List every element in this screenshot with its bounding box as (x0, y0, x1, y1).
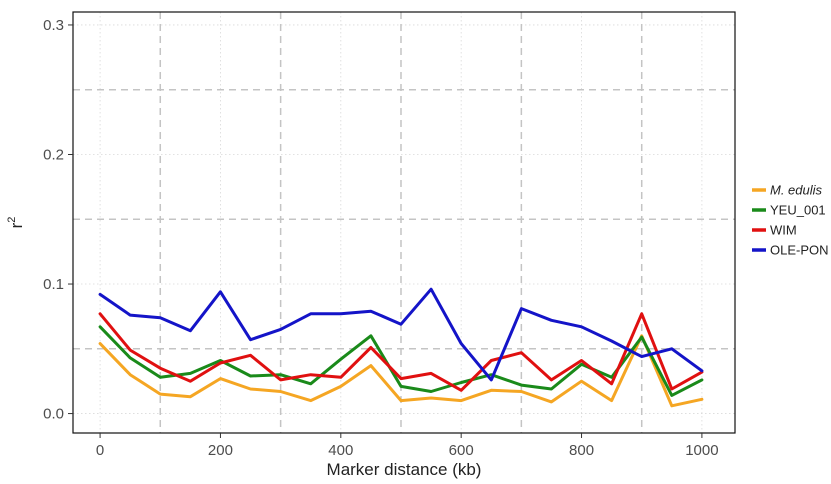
series-line-yeu-001 (98, 325, 704, 397)
legend-label-wim: WIM (770, 223, 797, 238)
y-axis-title-superscript: 2 (6, 217, 18, 223)
series-line-ole-pon (98, 287, 704, 382)
series-line-wim (98, 312, 704, 392)
legend-label-ole-pon: OLE-PON (770, 243, 829, 258)
y-tick-label: 0.2 (43, 146, 64, 163)
legend-label-yeu-001: YEU_001 (770, 203, 826, 218)
series-line-m-edulis (98, 334, 704, 408)
x-tick-label: 800 (569, 442, 594, 459)
y-axis-title: r2 (6, 217, 26, 229)
legend: M. edulis YEU_001 WIM OLE-PON (752, 183, 829, 258)
grid (73, 12, 735, 433)
y-axis-title-base: r (7, 222, 26, 228)
series-lines (98, 287, 704, 408)
x-axis-title: Marker distance (kb) (327, 460, 482, 479)
x-tick-label: 1000 (685, 442, 718, 459)
y-tick-label: 0.3 (43, 17, 64, 34)
x-tick-label: 400 (328, 442, 353, 459)
x-tick-label: 0 (96, 442, 104, 459)
x-tick-label: 600 (449, 442, 474, 459)
legend-label-m-edulis: M. edulis (770, 183, 823, 198)
y-tick-label: 0.1 (43, 276, 64, 293)
plot-frame (72, 11, 736, 434)
x-tick-label: 200 (208, 442, 233, 459)
y-tick-label: 0.0 (43, 406, 64, 423)
axis-ticks: 0 200 400 600 800 1000 0.0 0.1 0.2 0.3 (43, 17, 718, 459)
